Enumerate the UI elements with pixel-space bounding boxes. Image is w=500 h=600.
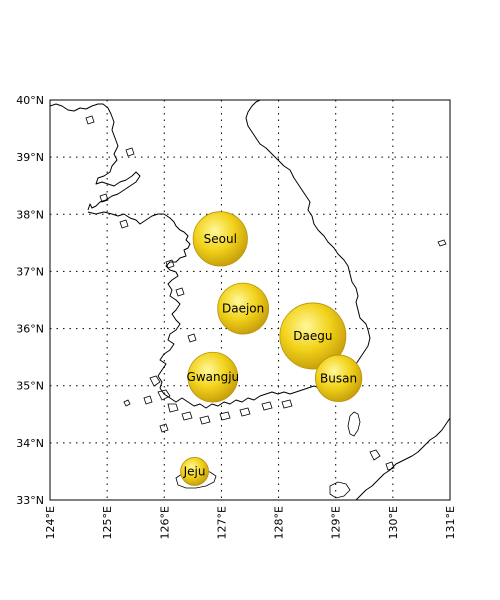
city-label-busan: Busan xyxy=(320,371,357,385)
city-bubble-seoul xyxy=(192,211,248,267)
lon-tick-label: 129°E xyxy=(330,506,343,539)
map-frame xyxy=(49,99,451,501)
lon-tick-label: 131°E xyxy=(444,506,457,539)
lon-tick-label: 128°E xyxy=(273,506,286,539)
islands-southwest xyxy=(85,115,395,471)
city-bubble-jeju xyxy=(180,457,209,486)
lat-tick-label: 39°N xyxy=(16,151,44,164)
city-label-gwangju: Gwangju xyxy=(187,370,240,384)
island-tsushima xyxy=(347,411,361,437)
lon-tick-label: 126°E xyxy=(158,506,171,539)
coastline-china-liaodong xyxy=(50,103,141,211)
lat-tick-label: 33°N xyxy=(16,494,44,507)
city-label-daejon: Daejon xyxy=(222,302,264,316)
lat-tick-label: 40°N xyxy=(16,94,44,107)
city-bubble-daegu xyxy=(279,302,347,370)
lon-tick-label: 125°E xyxy=(101,506,114,539)
city-bubble-gwangju xyxy=(187,351,239,403)
lon-tick-label: 127°E xyxy=(215,506,228,539)
lon-tick-label: 130°E xyxy=(387,506,400,539)
lon-tick-label: 124°E xyxy=(44,506,57,539)
city-bubbles: Seoul Daejon Daegu Busan Gwangju Jeju xyxy=(180,211,363,486)
city-label-seoul: Seoul xyxy=(204,232,237,246)
lat-tick-label: 36°N xyxy=(16,323,44,336)
city-label-daegu: Daegu xyxy=(293,329,332,343)
island-dokdo xyxy=(437,239,447,247)
coastline-japan xyxy=(355,417,450,500)
lat-tick-label: 34°N xyxy=(16,437,44,450)
island-japan-small xyxy=(329,481,351,499)
city-label-jeju: Jeju xyxy=(183,464,206,478)
city-bubble-daejon xyxy=(217,282,270,335)
coastline-korea-west xyxy=(87,100,371,409)
lat-tick-label: 37°N xyxy=(16,265,44,278)
longitude-tick-labels: 124°E 125°E 126°E 127°E 128°E 129°E 130°E 131°E xyxy=(44,506,457,539)
city-bubble-busan xyxy=(314,354,363,402)
latitude-tick-labels: 33°N 34°N 35°N 36°N 37°N 38°N 39°N 40°N xyxy=(16,94,44,507)
lat-tick-label: 35°N xyxy=(16,380,44,393)
lat-tick-label: 38°N xyxy=(16,208,44,221)
